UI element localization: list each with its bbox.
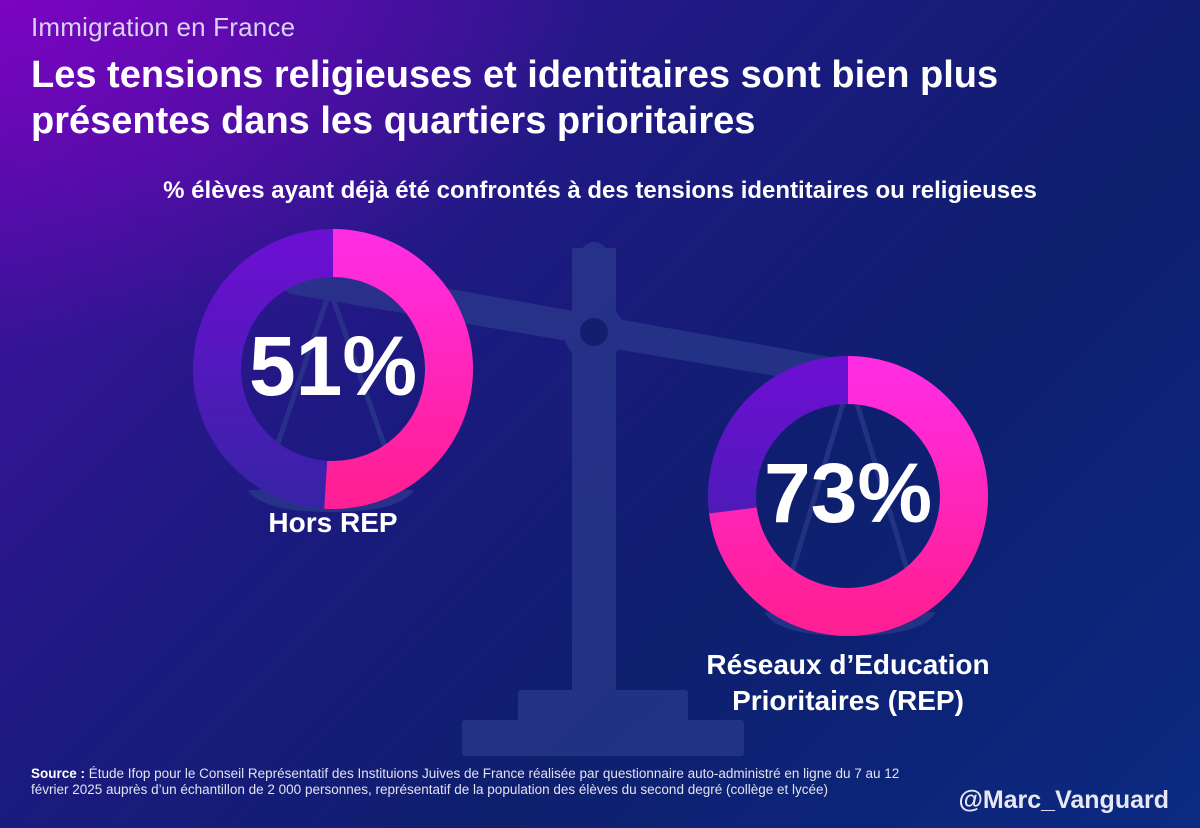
source-label: Source : — [31, 766, 86, 781]
source-text: Étude Ifop pour le Conseil Représentatif… — [31, 766, 900, 797]
category-label-line: Hors REP — [268, 507, 398, 538]
donut-value-arc-rep — [709, 356, 988, 636]
author-handle: @Marc_Vanguard — [958, 786, 1169, 814]
category-label-rep: Réseaux d’Education Prioritaires (REP) — [640, 647, 1056, 719]
category-label-line: Prioritaires (REP) — [732, 685, 964, 716]
scale-pivot-hole — [580, 318, 608, 346]
source-note: Source : Étude Ifop pour le Conseil Repr… — [31, 766, 911, 798]
value-label-rep: 73% — [763, 446, 933, 540]
category-label-hors-rep: Hors REP — [193, 505, 473, 541]
donut-value-arc-hors-rep — [324, 229, 473, 509]
scale-base — [462, 720, 744, 756]
category-label-line: Réseaux d’Education — [706, 649, 990, 680]
chart-title: % élèves ayant déjà été confrontés à des… — [163, 177, 1037, 204]
value-label-hors-rep: 51% — [248, 319, 418, 413]
scale-base-step — [518, 690, 688, 722]
kicker: Immigration en France — [31, 12, 296, 42]
page-title: Les tensions religieuses et identitaires… — [31, 54, 999, 142]
scale-finial — [580, 242, 608, 270]
